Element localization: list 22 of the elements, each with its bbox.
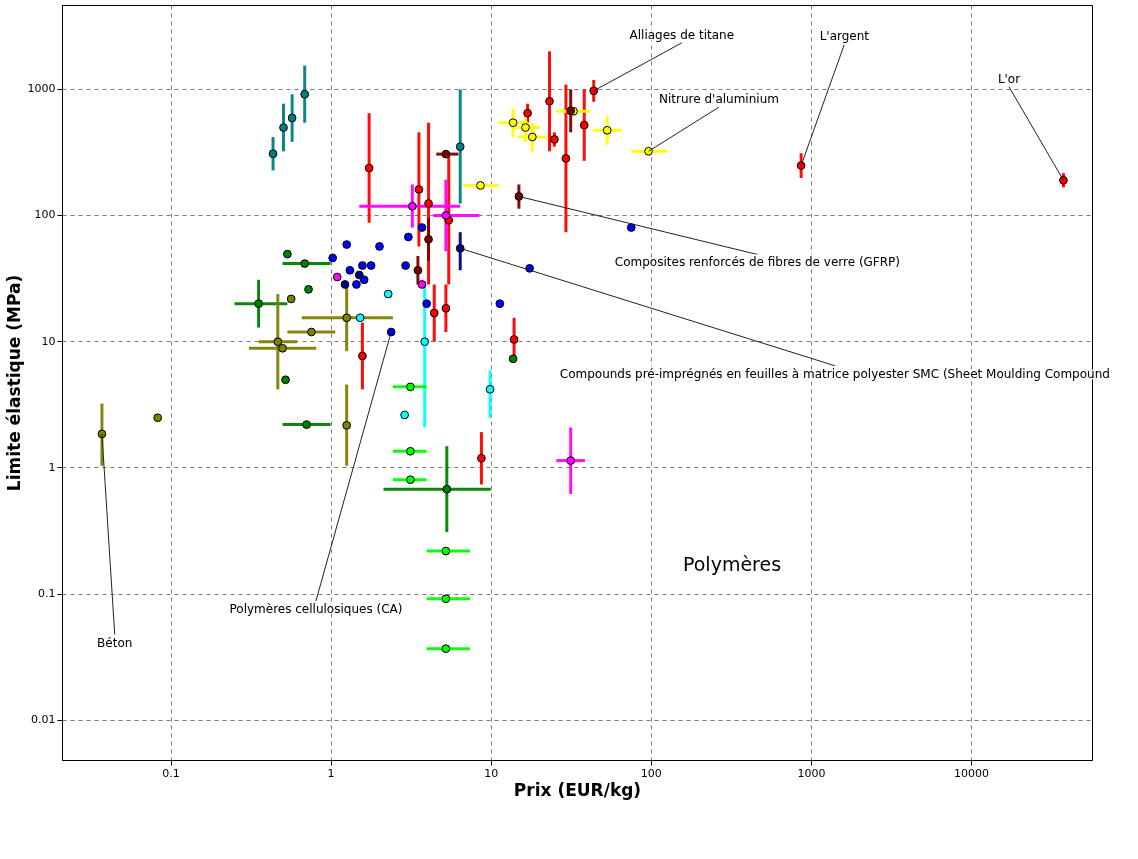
x-tick-label: 1000	[797, 766, 826, 780]
x-axis-title: Prix (EUR/kg)	[513, 779, 642, 800]
x-tick-label: 100	[640, 766, 662, 780]
x-tick-label: 10000	[953, 766, 989, 780]
y-tick-label: 100	[34, 208, 56, 222]
y-tick-label: 0.01	[31, 713, 56, 727]
y-axis-title: Limite élastique (MPa)	[3, 274, 24, 492]
y-tick-label: 1000	[27, 82, 56, 96]
annotation: Composites renforcés de fibres de verre (GFRP)	[614, 255, 901, 270]
x-tick-label: 1	[327, 766, 335, 780]
annotation: Polymères cellulosiques (CA)	[229, 601, 403, 616]
x-tick-label: 0.1	[162, 766, 180, 780]
annotation: Polymères	[682, 553, 782, 575]
y-tick-label: 10	[41, 334, 56, 348]
annotation: Béton	[97, 635, 133, 650]
y-tick-label: 0.1	[38, 587, 56, 601]
annotation: L'argent	[819, 29, 870, 44]
annotation: Nitrure d'aluminium	[659, 92, 779, 107]
x-tick-label: 10	[484, 766, 499, 780]
y-tick-label: 1	[48, 460, 56, 474]
annotation: Alliages de titane	[629, 27, 735, 42]
annotation: L'or	[997, 71, 1021, 86]
